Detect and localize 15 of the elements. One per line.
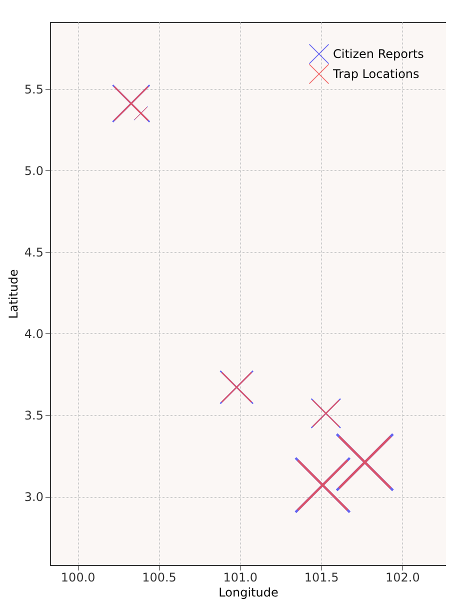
x-tick-label: 102.0 bbox=[386, 570, 420, 584]
x-tick-label: 100.5 bbox=[142, 570, 176, 584]
y-tick-label: 3.5 bbox=[24, 408, 44, 422]
legend-label: Trap Locations bbox=[332, 67, 420, 81]
y-tick-label: 5.5 bbox=[24, 82, 44, 96]
y-axis-title: Latitude bbox=[6, 269, 20, 319]
y-tick-label: 4.0 bbox=[24, 326, 44, 341]
legend-label: Citizen Reports bbox=[333, 47, 424, 61]
y-tick-label: 5.0 bbox=[24, 164, 44, 178]
x-tick-label: 100.0 bbox=[60, 570, 96, 584]
x-axis-title: Longitude bbox=[218, 586, 278, 600]
y-tick-label: 4.5 bbox=[24, 245, 44, 260]
x-tick-label: 101.0 bbox=[223, 570, 258, 584]
x-tick-label: 101.5 bbox=[304, 570, 339, 584]
y-tick-label: 3.0 bbox=[24, 490, 44, 504]
